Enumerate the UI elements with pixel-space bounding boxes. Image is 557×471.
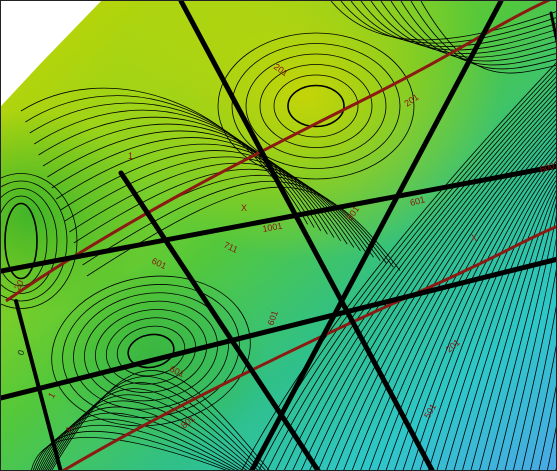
contour-line	[317, 104, 556, 470]
contour-line	[31, 437, 227, 470]
contour-line	[69, 162, 374, 258]
contour-line	[350, 1, 556, 47]
contour-line	[479, 195, 556, 470]
contour-line	[51, 370, 270, 470]
contour-line	[40, 406, 247, 470]
contour-line	[241, 62, 556, 470]
fault-line-1	[178, 1, 435, 470]
contour-line	[49, 376, 266, 470]
contour-line	[33, 109, 322, 232]
contour-line	[1, 188, 58, 294]
contour-line	[292, 90, 556, 470]
contour-line	[82, 181, 394, 268]
contour-line	[275, 81, 556, 470]
contour-label: 601	[409, 194, 426, 208]
contour-line	[309, 99, 556, 470]
contour-label: X	[241, 203, 247, 213]
contour-line	[47, 130, 341, 242]
contour-line	[47, 382, 263, 470]
contour-line	[73, 169, 381, 261]
contour-line	[453, 180, 556, 470]
fault-line-5	[1, 256, 556, 401]
contour-line	[530, 344, 556, 470]
contour-line	[51, 137, 348, 245]
contour-line	[273, 74, 359, 138]
fault-line-6	[14, 299, 63, 470]
fault-line-4	[1, 163, 556, 274]
contour-line	[410, 1, 556, 70]
contour-line	[127, 333, 175, 369]
contour-line	[62, 284, 240, 418]
contour-line	[343, 118, 556, 470]
contour-line	[287, 84, 345, 128]
contour-line	[487, 202, 556, 470]
contour-line	[231, 43, 401, 169]
section-line-upper	[5, 1, 551, 303]
contour-line	[38, 116, 328, 235]
contour-line	[334, 114, 556, 470]
contour-line	[436, 170, 556, 470]
contour-line	[326, 109, 556, 470]
contour-line	[521, 305, 556, 470]
contour-label: 1	[128, 151, 133, 161]
contour-line	[267, 76, 556, 470]
contour-label: 0	[15, 349, 26, 357]
contour-line	[42, 400, 251, 470]
section-line-lower	[61, 225, 556, 470]
contour-line	[259, 64, 373, 148]
contour-label: A	[63, 425, 74, 434]
contour-line	[116, 325, 186, 377]
contour-line	[380, 1, 556, 58]
contour-line	[300, 95, 556, 470]
contour-line	[330, 1, 556, 41]
contour-line	[55, 143, 355, 248]
contour-line	[370, 1, 556, 54]
white-corner	[1, 1, 101, 106]
contour-label: X	[471, 233, 477, 243]
fault-line-2	[118, 170, 321, 470]
contour-line	[462, 184, 556, 470]
contour-line	[1, 180, 68, 302]
contour-line	[245, 53, 387, 159]
contour-line	[20, 87, 302, 222]
contour-line	[36, 418, 240, 470]
contour-line	[105, 317, 197, 385]
contour-line	[46, 388, 259, 470]
contour-line	[340, 1, 556, 44]
fault-line-3	[249, 1, 504, 470]
contour-line	[42, 123, 335, 238]
contour-line	[504, 237, 556, 470]
contour-label: 1	[46, 391, 57, 400]
contour-line	[283, 85, 556, 470]
contour-line	[64, 156, 368, 255]
contour-line	[496, 214, 556, 470]
contour-line	[513, 268, 556, 470]
contour-line	[400, 1, 556, 66]
section-lines	[5, 1, 556, 470]
contour-line	[538, 385, 556, 470]
fault-line-7	[549, 11, 556, 44]
contour-line	[84, 300, 218, 402]
contour-line	[1, 195, 48, 287]
contour-line	[368, 132, 556, 470]
contour-label: 20	[12, 278, 26, 292]
contour-line	[44, 394, 255, 470]
contour-line	[34, 424, 236, 470]
contour-label: 1001	[262, 221, 283, 234]
contour-line	[445, 175, 556, 470]
contour-line	[420, 1, 556, 74]
contour-line	[4, 202, 38, 280]
contour-line	[95, 309, 207, 393]
contour-label: 601	[265, 309, 280, 327]
contour-line	[33, 430, 231, 470]
contour-line	[470, 190, 556, 470]
